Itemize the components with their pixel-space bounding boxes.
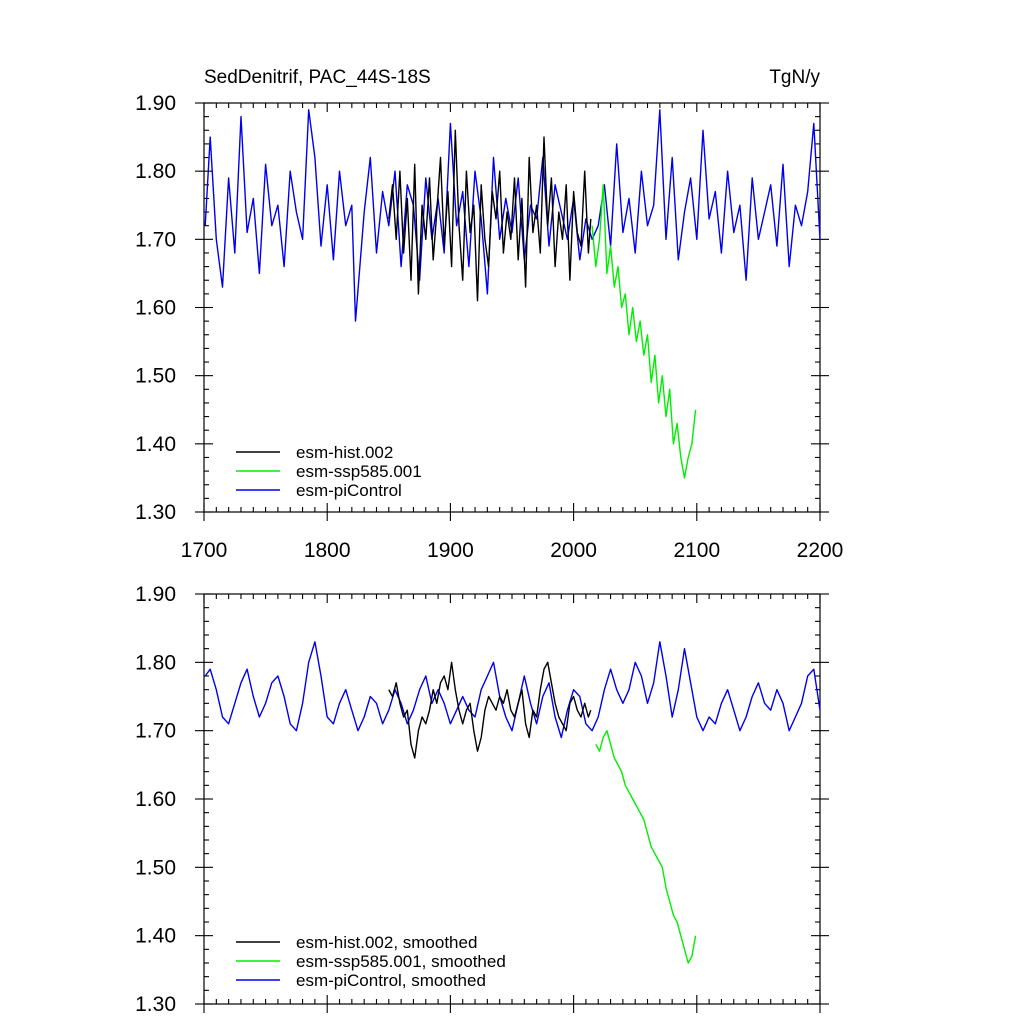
x-tick-label: 2200: [797, 539, 844, 562]
series-line-esm-hist-002-smoothed: [388, 661, 592, 759]
top-axis-ticks: [195, 102, 829, 521]
legend-label-hist: esm-hist.002: [296, 443, 393, 462]
top-chart-panel: SedDenitrif, PAC_44S-18S TgN/y 1.30 1.40…: [135, 67, 843, 562]
y-tick-label: 1.40: [135, 925, 176, 948]
y-tick-label: 1.60: [135, 297, 176, 320]
top-y-tick-labels: 1.30 1.40 1.50 1.60 1.70 1.80 1.90: [135, 92, 176, 524]
y-tick-label: 1.30: [135, 993, 176, 1016]
y-tick-label: 1.30: [135, 501, 176, 524]
y-tick-label: 1.40: [135, 433, 176, 456]
y-tick-label: 1.60: [135, 788, 176, 811]
x-tick-label: 1800: [304, 539, 351, 562]
legend-label-picontrol: esm-piControl: [296, 481, 402, 500]
top-legend: esm-hist.002 esm-ssp585.001 esm-piContro…: [236, 443, 422, 500]
bottom-chart-panel: 1.30 1.40 1.50 1.60 1.70 1.80 1.90 esm-h…: [135, 583, 829, 1016]
series-line-esm-picontrol-smoothed: [204, 641, 821, 739]
series-line-esm-picontrol: [204, 109, 821, 322]
bottom-axis-ticks: [195, 593, 829, 1013]
y-tick-label: 1.50: [135, 365, 176, 388]
y-tick-label: 1.80: [135, 160, 176, 183]
y-tick-label: 1.70: [135, 720, 176, 743]
top-series-group: [204, 109, 821, 479]
y-tick-label: 1.70: [135, 228, 176, 251]
y-tick-label: 1.90: [135, 92, 176, 115]
series-line-esm-ssp585-001: [591, 184, 697, 479]
legend-label-ssp585: esm-ssp585.001: [296, 462, 422, 481]
chart-title: SedDenitrif, PAC_44S-18S: [204, 67, 431, 88]
y-tick-label: 1.90: [135, 583, 176, 606]
series-line-esm-ssp585-001-smoothed: [595, 730, 697, 964]
x-tick-label: 1900: [427, 539, 474, 562]
x-tick-label: 2100: [673, 539, 720, 562]
units-label: TgN/y: [769, 67, 820, 88]
top-x-tick-labels: 1700 1800 1900 2000 2100 2200: [181, 539, 844, 562]
bottom-y-tick-labels: 1.30 1.40 1.50 1.60 1.70 1.80 1.90: [135, 583, 176, 1016]
bottom-legend: esm-hist.002, smoothed esm-ssp585.001, s…: [236, 933, 506, 990]
series-line-esm-hist-002: [388, 129, 592, 302]
y-tick-label: 1.50: [135, 856, 176, 879]
bottom-series-group: [204, 641, 821, 964]
x-tick-label: 2000: [550, 539, 597, 562]
y-tick-label: 1.80: [135, 651, 176, 674]
legend-label-picontrol-smoothed: esm-piControl, smoothed: [296, 971, 486, 990]
legend-label-hist-smoothed: esm-hist.002, smoothed: [296, 933, 477, 952]
x-tick-label: 1700: [181, 539, 228, 562]
legend-label-ssp585-smoothed: esm-ssp585.001, smoothed: [296, 952, 506, 971]
